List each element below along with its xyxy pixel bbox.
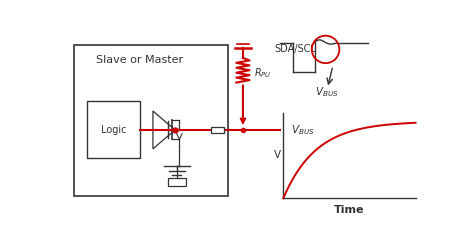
- Bar: [87, 102, 140, 158]
- Bar: [210, 126, 224, 133]
- Polygon shape: [153, 111, 175, 149]
- Text: SDA/SCL: SDA/SCL: [274, 44, 316, 54]
- Bar: [168, 178, 186, 186]
- Bar: [74, 45, 228, 196]
- Text: Slave or Master: Slave or Master: [96, 55, 183, 65]
- Text: $V_{BUS}$: $V_{BUS}$: [291, 123, 314, 137]
- Text: $V_{BUS}$: $V_{BUS}$: [315, 85, 338, 99]
- Text: Time: Time: [334, 205, 365, 215]
- Text: $R_{PU}$: $R_{PU}$: [254, 66, 272, 80]
- Text: V: V: [274, 151, 282, 160]
- Text: Logic: Logic: [101, 125, 127, 135]
